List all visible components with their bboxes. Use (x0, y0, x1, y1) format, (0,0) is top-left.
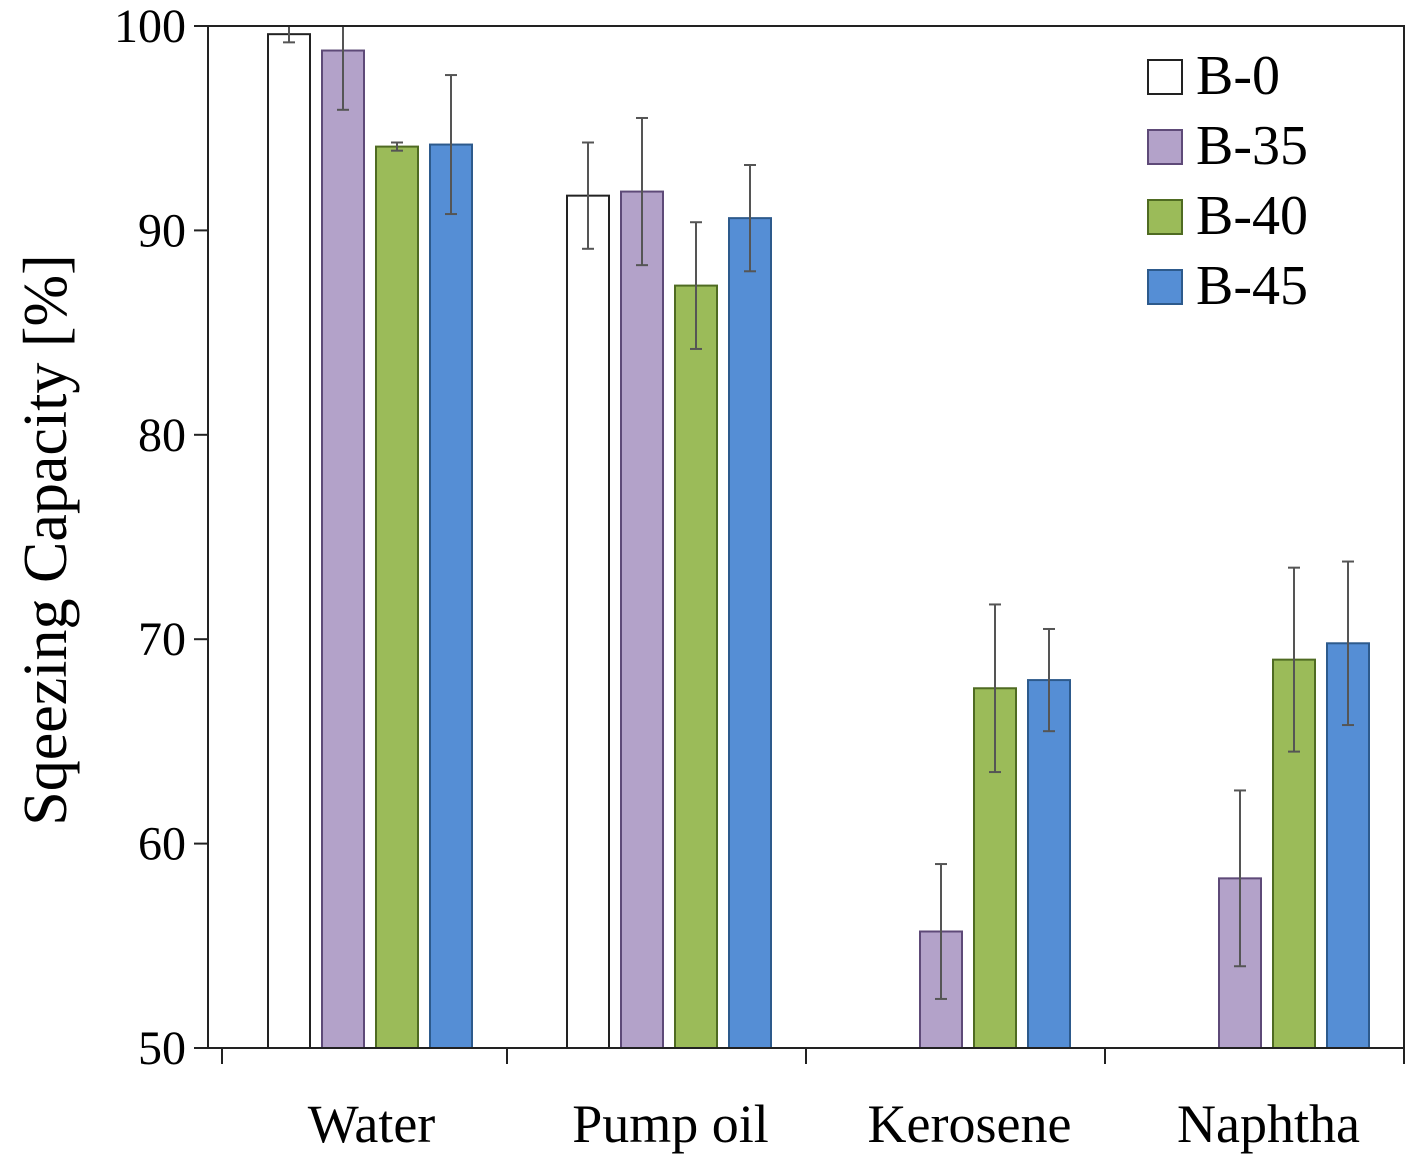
legend: B-0 B-35 B-40 B-45 (1147, 45, 1308, 317)
legend-label: B-45 (1196, 255, 1308, 317)
bar-b-35-pump-oil (620, 190, 664, 1049)
x-tick-label: Kerosene (868, 1094, 1072, 1154)
y-tick-label: 60 (138, 818, 186, 871)
bar-b-45-pump-oil (728, 217, 772, 1050)
legend-swatch (1147, 59, 1183, 95)
bar-b-45-kerosene (1027, 679, 1071, 1050)
y-axis-label: Sqeezing Capacity [%] (12, 254, 80, 826)
bar-b-45-water (429, 143, 473, 1049)
x-tick-label: Water (308, 1094, 436, 1154)
legend-swatch (1147, 129, 1183, 165)
y-tick-label: 80 (138, 409, 186, 462)
y-tick-label: 50 (138, 1022, 186, 1075)
bar-b-0-water (267, 33, 311, 1049)
bar-b-40-water (375, 145, 419, 1049)
legend-label: B-35 (1196, 115, 1308, 177)
y-tick-label: 70 (138, 613, 186, 666)
bar-b-35-water (321, 49, 365, 1049)
legend-swatch (1147, 199, 1183, 235)
y-tick-label: 90 (138, 204, 186, 257)
legend-label: B-40 (1196, 185, 1308, 247)
legend-swatch (1147, 269, 1183, 305)
x-tick-label: Pump oil (572, 1094, 769, 1154)
y-axis-ticks: 50 60 70 80 90 100 (114, 0, 208, 1075)
bar-b-0-pump-oil (566, 194, 610, 1050)
y-tick-label: 100 (114, 0, 186, 53)
x-tick-label: Naphtha (1177, 1094, 1360, 1154)
legend-label: B-0 (1196, 45, 1280, 107)
x-axis-ticks: Water Pump oil Kerosene Naphtha (221, 1048, 1405, 1154)
bar-b-40-pump-oil (674, 284, 718, 1049)
